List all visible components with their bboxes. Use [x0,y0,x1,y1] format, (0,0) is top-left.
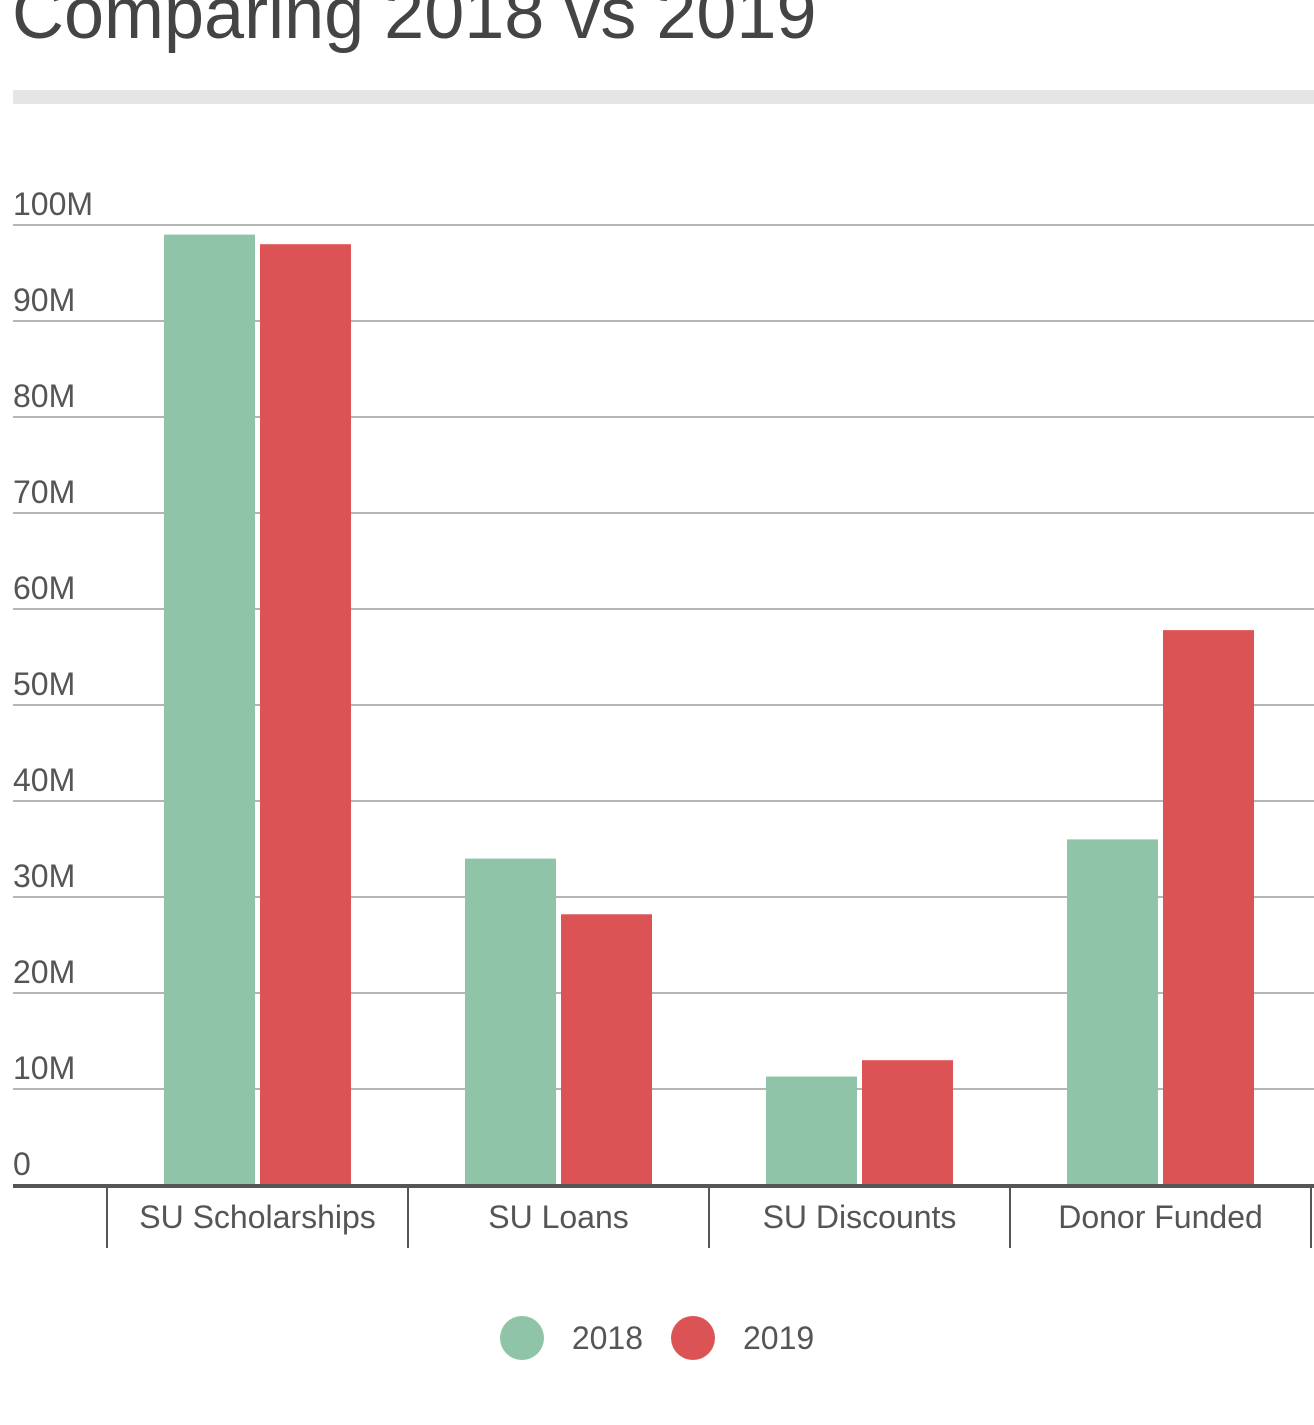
legend-swatch-2019 [671,1316,715,1360]
bar-2018 [465,858,556,1185]
bars [164,234,1254,1186]
bar-2018 [164,234,255,1186]
x-category-label: SU Scholarships [139,1199,376,1235]
y-tick-label: 70M [13,474,75,510]
y-tick-label: 80M [13,378,75,414]
legend: 2018 2019 [0,1316,1314,1360]
y-tick-label: 50M [13,666,75,702]
legend-swatch-2018 [499,1316,544,1360]
x-category-label: SU Discounts [763,1199,957,1235]
chart-title: Comparing 2018 vs 2019 [12,0,817,54]
y-tick-label: 30M [13,858,75,894]
y-tick-label: 0 [13,1146,31,1182]
legend-label-2018: 2018 [571,1319,643,1356]
y-tick-label: 40M [13,762,75,798]
y-tick-label: 90M [13,282,75,318]
y-axis-ticks: 0 10M 20M 30M 40M 50M 60M 70M 80M 90M 100M [13,186,93,1182]
legend-item-2018: 2018 [499,1316,643,1360]
bar-2018 [1067,839,1158,1185]
y-tick-label: 20M [13,954,75,990]
x-axis-labels: SU Scholarships SU Loans SU Discounts Donor… [139,1199,1263,1235]
bar-2019 [862,1060,953,1185]
y-tick-label: 10M [13,1050,75,1086]
bar-chart: 0 10M 20M 30M 40M 50M 60M 70M 80M 90M 100M SU Scho… [13,186,1314,1248]
y-tick-label: 60M [13,570,75,606]
title-divider [13,90,1314,104]
legend-label-2019: 2019 [743,1319,815,1356]
y-tick-label: 100M [13,186,93,222]
bar-2019 [260,244,351,1185]
x-category-label: SU Loans [488,1199,629,1235]
bar-2018 [766,1076,857,1185]
x-axis [13,1184,1314,1248]
legend-item-2019: 2019 [671,1316,814,1360]
bar-2019 [561,914,652,1185]
x-category-label: Donor Funded [1058,1199,1263,1235]
bar-2019 [1163,630,1254,1185]
